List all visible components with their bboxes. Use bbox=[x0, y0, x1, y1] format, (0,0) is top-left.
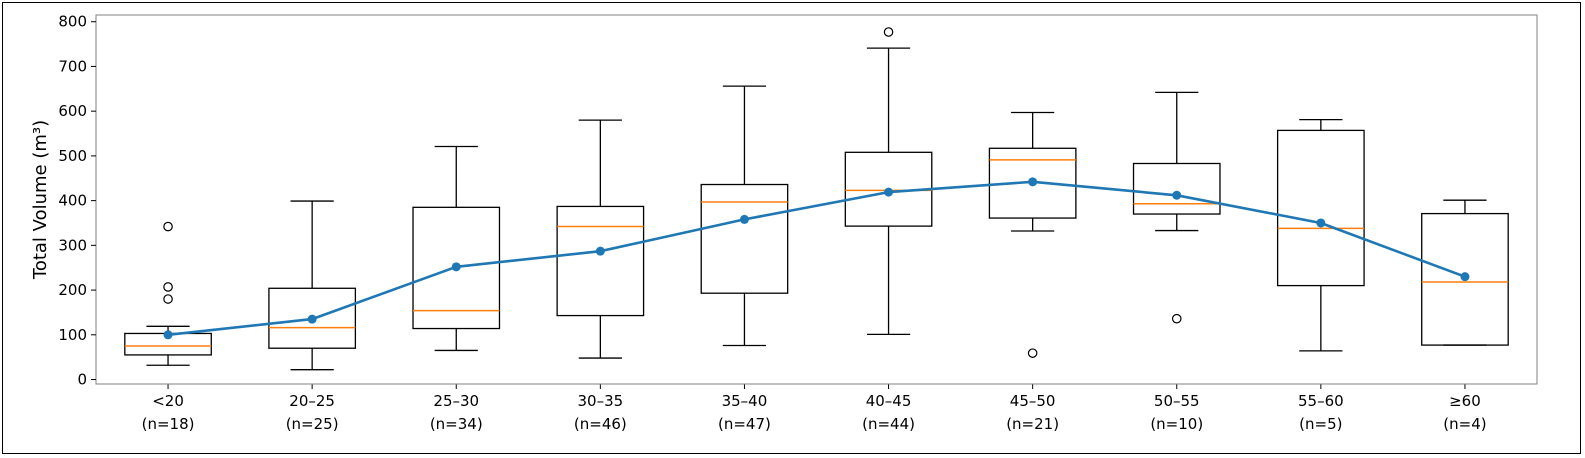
mean-marker bbox=[163, 330, 173, 340]
x-tick-count-label: (n=21) bbox=[1006, 415, 1059, 433]
mean-marker bbox=[307, 314, 317, 324]
x-tick-count-label: (n=44) bbox=[862, 415, 915, 433]
mean-marker bbox=[884, 187, 894, 197]
x-tick-count-label: (n=10) bbox=[1150, 415, 1203, 433]
box-group bbox=[412, 145, 501, 352]
mean-marker bbox=[1028, 177, 1038, 187]
y-axis-label: Total Volume (m³) bbox=[30, 120, 51, 280]
y-tick-label: 0 bbox=[77, 371, 87, 389]
outlier-point bbox=[163, 294, 173, 304]
iqr-box bbox=[700, 183, 789, 294]
mean-marker bbox=[1172, 190, 1182, 200]
x-tick-label: 45–50 bbox=[1010, 392, 1056, 410]
x-tick-label: 50–55 bbox=[1154, 392, 1200, 410]
outlier-point bbox=[163, 282, 173, 292]
box-group bbox=[124, 221, 212, 366]
y-tick-label: 100 bbox=[58, 326, 87, 344]
mean-marker bbox=[595, 246, 605, 256]
box-group bbox=[988, 111, 1077, 358]
x-tick-label: 30–35 bbox=[578, 392, 624, 410]
box-group bbox=[844, 27, 933, 336]
y-tick-label: 200 bbox=[58, 281, 87, 299]
y-tick-label: 300 bbox=[58, 236, 87, 254]
outlier-point bbox=[883, 27, 894, 37]
iqr-box bbox=[1132, 162, 1221, 215]
y-tick-label: 400 bbox=[58, 192, 87, 210]
outlier-point bbox=[1171, 313, 1182, 324]
x-tick-count-label: (n=46) bbox=[574, 415, 627, 433]
outlier-point bbox=[1027, 348, 1038, 358]
mean-marker bbox=[1460, 272, 1470, 282]
x-tick-label: ≥60 bbox=[1449, 392, 1481, 410]
iqr-box bbox=[988, 147, 1077, 219]
x-tick-count-label: (n=34) bbox=[430, 415, 483, 433]
axes-layer: <20 (n=18) 20–25 (n=25) 25–30 (n=34) 30–35 (n=4… bbox=[58, 13, 1538, 433]
mean-trend-line bbox=[167, 180, 1466, 337]
iqr-box bbox=[268, 287, 357, 349]
iqr-box bbox=[556, 205, 645, 317]
y-tick-label: 800 bbox=[58, 13, 87, 31]
mean-marker bbox=[1316, 218, 1326, 228]
x-tick-count-label: (n=4) bbox=[1443, 415, 1486, 433]
mean-marker bbox=[451, 262, 461, 272]
x-tick-count-label: (n=18) bbox=[142, 415, 195, 433]
iqr-box bbox=[1421, 212, 1509, 346]
x-tick-count-label: (n=47) bbox=[718, 415, 771, 433]
box-group bbox=[268, 200, 357, 371]
x-tick-label: 40–45 bbox=[866, 392, 912, 410]
y-tick-label: 500 bbox=[58, 147, 87, 165]
iqr-box bbox=[412, 206, 501, 330]
box-group bbox=[1276, 119, 1365, 352]
plot-area-frame bbox=[95, 14, 1538, 385]
mean-marker bbox=[739, 214, 749, 224]
iqr-box bbox=[1276, 129, 1365, 287]
x-tick-label: <20 bbox=[152, 392, 184, 410]
box-group bbox=[1421, 199, 1509, 346]
box-group bbox=[700, 85, 789, 347]
box-group bbox=[556, 119, 645, 359]
x-tick-label: 35–40 bbox=[722, 392, 768, 410]
outlier-point bbox=[163, 221, 173, 232]
boxes-layer bbox=[124, 27, 1509, 371]
x-tick-label: 25–30 bbox=[433, 392, 479, 410]
box-group bbox=[1132, 91, 1221, 324]
mean-line-layer bbox=[163, 177, 1470, 340]
x-tick-label: 20–25 bbox=[289, 392, 335, 410]
y-tick-label: 700 bbox=[58, 57, 87, 75]
x-tick-count-label: (n=25) bbox=[286, 415, 339, 433]
x-tick-count-label: (n=5) bbox=[1299, 415, 1342, 433]
y-tick-label: 600 bbox=[58, 102, 87, 120]
x-tick-label: 55–60 bbox=[1298, 392, 1344, 410]
